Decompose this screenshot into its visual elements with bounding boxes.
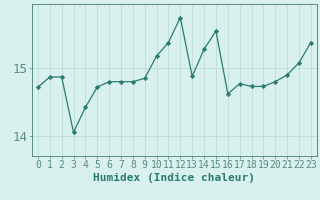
X-axis label: Humidex (Indice chaleur): Humidex (Indice chaleur) [93, 173, 255, 183]
